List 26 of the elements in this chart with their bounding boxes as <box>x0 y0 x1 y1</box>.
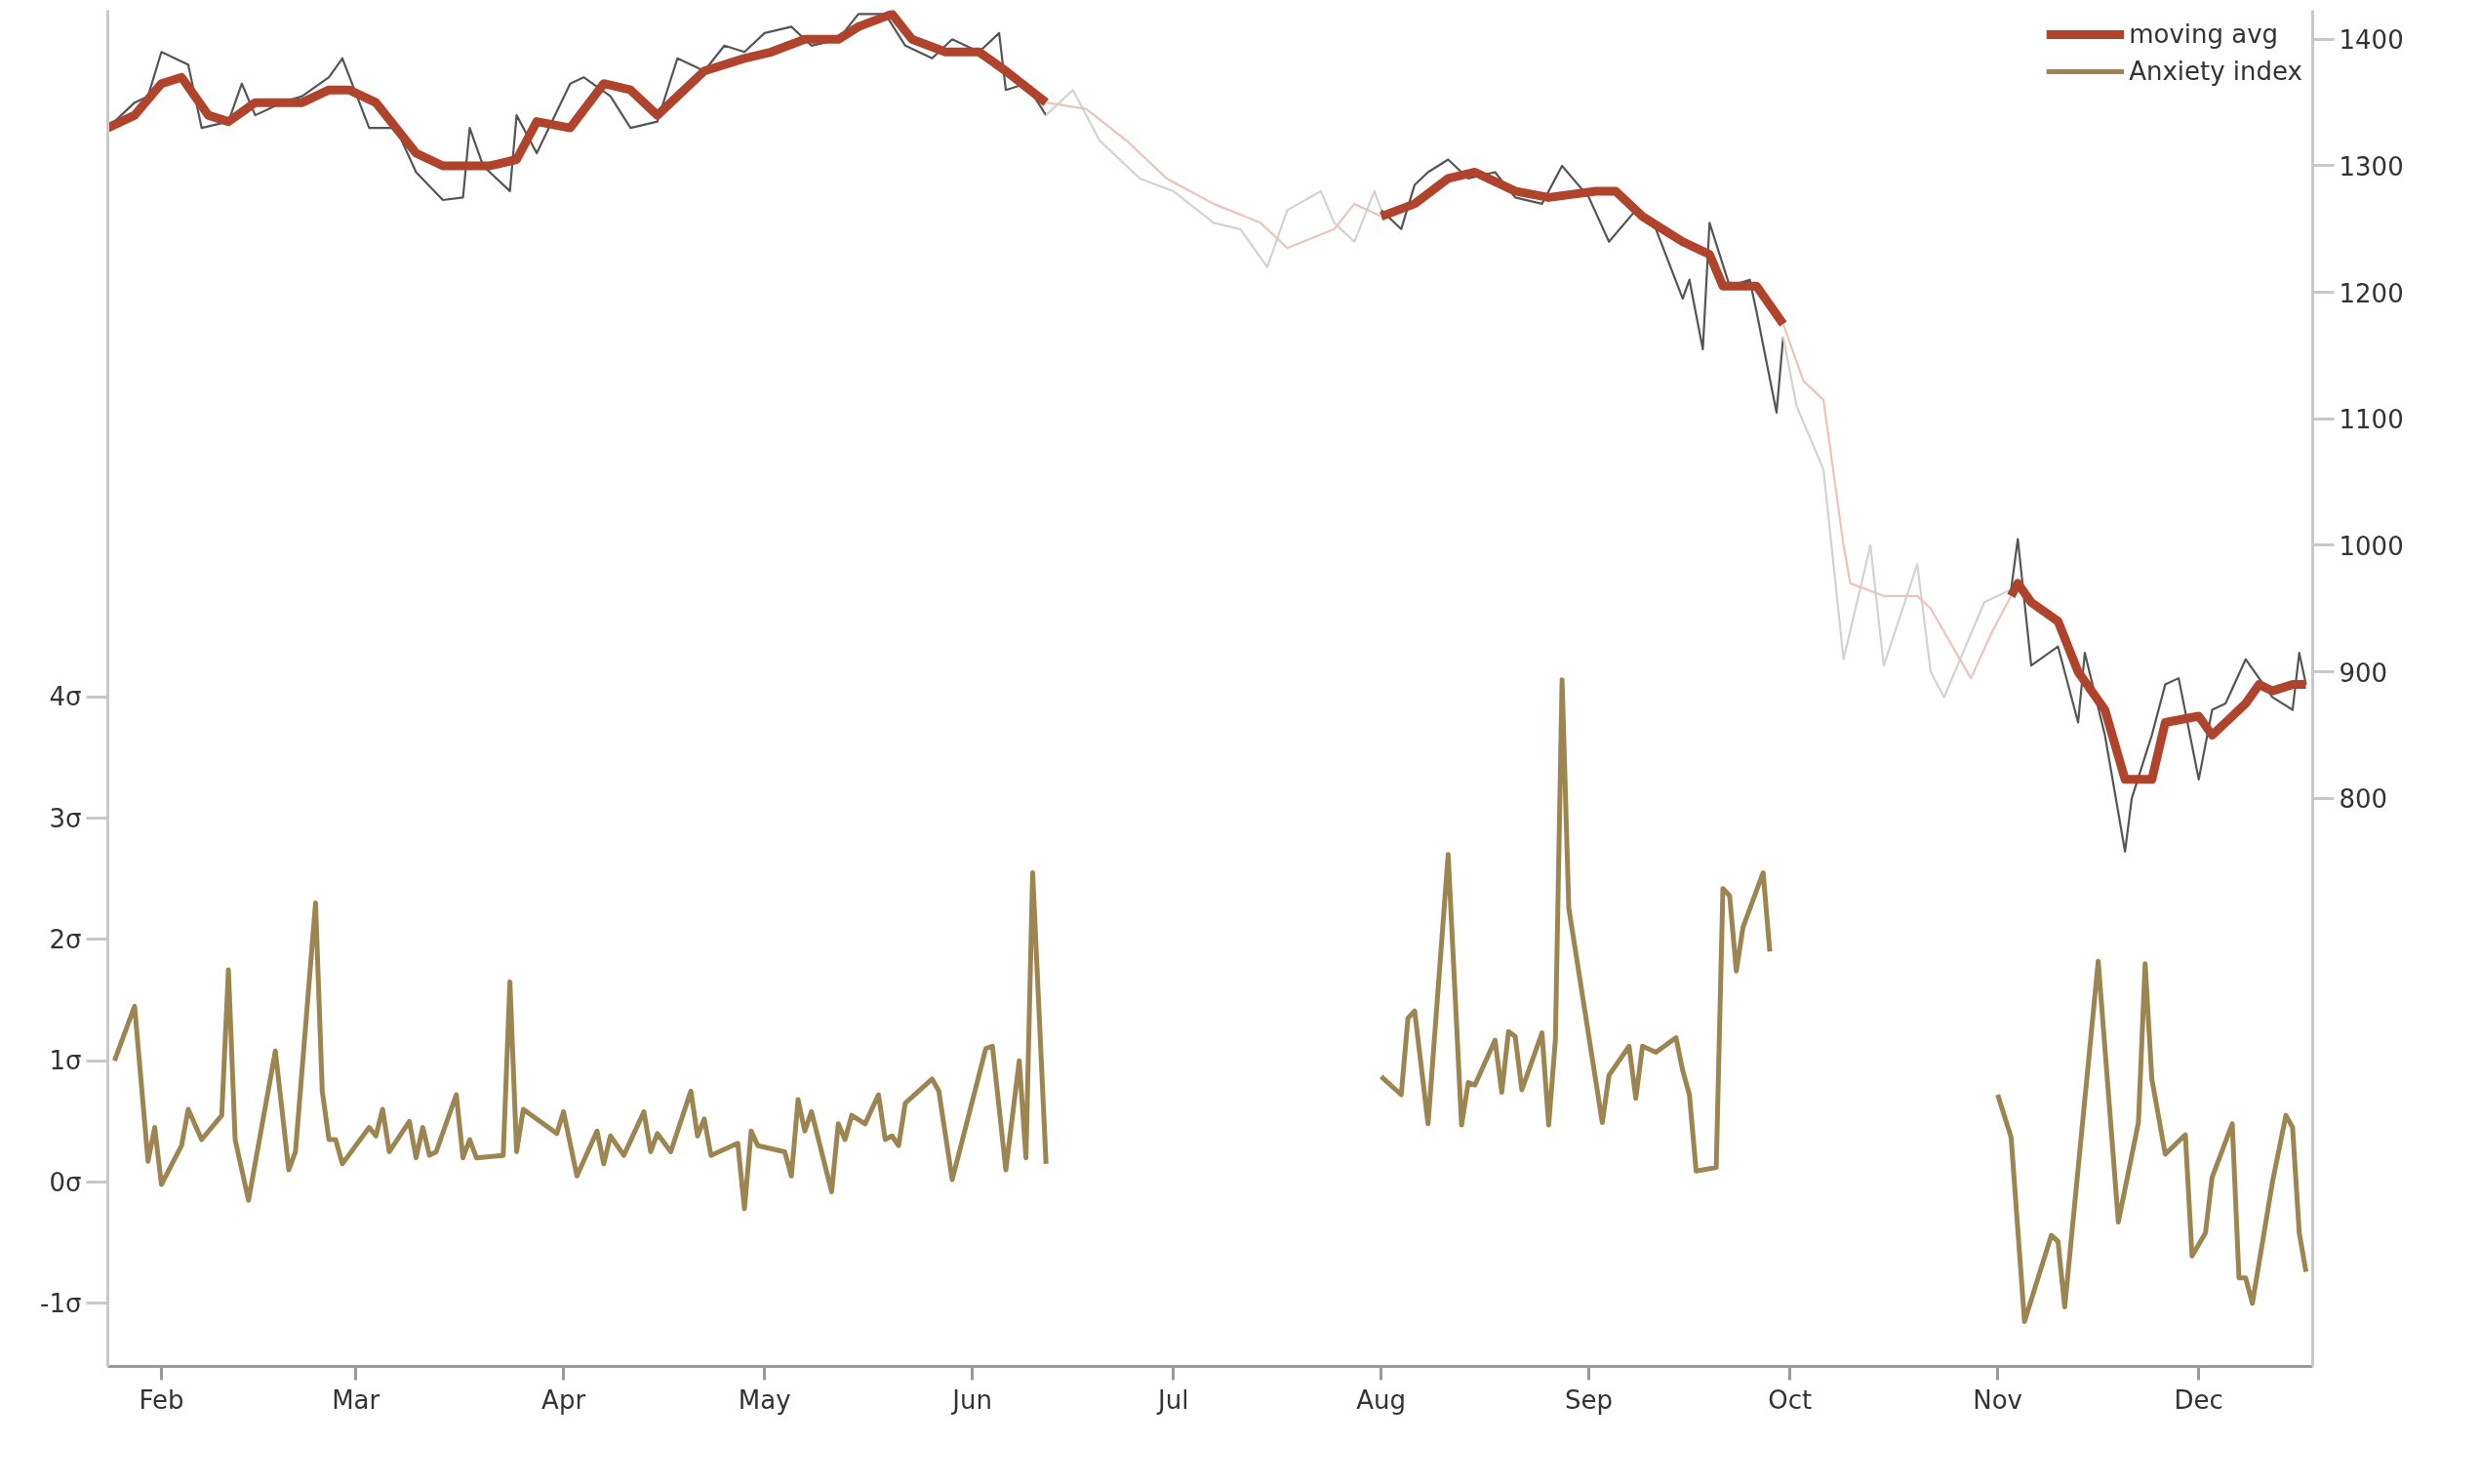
y2-tick-label: 1400 <box>2339 25 2404 56</box>
y-tick-label: 1σ <box>49 1046 82 1076</box>
x-tick-label: Apr <box>541 1384 586 1415</box>
y-tick-label: 3σ <box>49 803 82 833</box>
x-tick-label: May <box>738 1384 791 1415</box>
y2-tick-label: 1300 <box>2339 151 2404 181</box>
y-tick-label: 0σ <box>49 1167 82 1197</box>
x-tick-label: Jul <box>1156 1384 1189 1415</box>
x-tick-label: Jun <box>950 1384 992 1415</box>
y2-tick-label: 800 <box>2339 784 2388 815</box>
x-tick-label: Sep <box>1565 1384 1614 1415</box>
x-tick-label: Oct <box>1768 1384 1813 1415</box>
legend-label: moving avg <box>2129 20 2279 49</box>
y2-tick-label: 900 <box>2339 658 2388 688</box>
x-tick-label: Feb <box>139 1384 184 1415</box>
y2-tick-label: 1000 <box>2339 531 2404 561</box>
y-tick-label: -1σ <box>40 1288 82 1318</box>
y-tick-label: 4σ <box>49 682 82 712</box>
x-tick-label: Mar <box>332 1384 380 1415</box>
legend-label: Anxiety index <box>2129 57 2302 86</box>
y2-tick-label: 1200 <box>2339 278 2404 308</box>
x-tick-label: Nov <box>1973 1384 2023 1415</box>
x-tick-label: Aug <box>1356 1384 1407 1415</box>
y2-tick-label: 1100 <box>2339 405 2404 435</box>
x-tick-label: Dec <box>2174 1384 2223 1415</box>
y-tick-label: 2σ <box>49 924 82 954</box>
